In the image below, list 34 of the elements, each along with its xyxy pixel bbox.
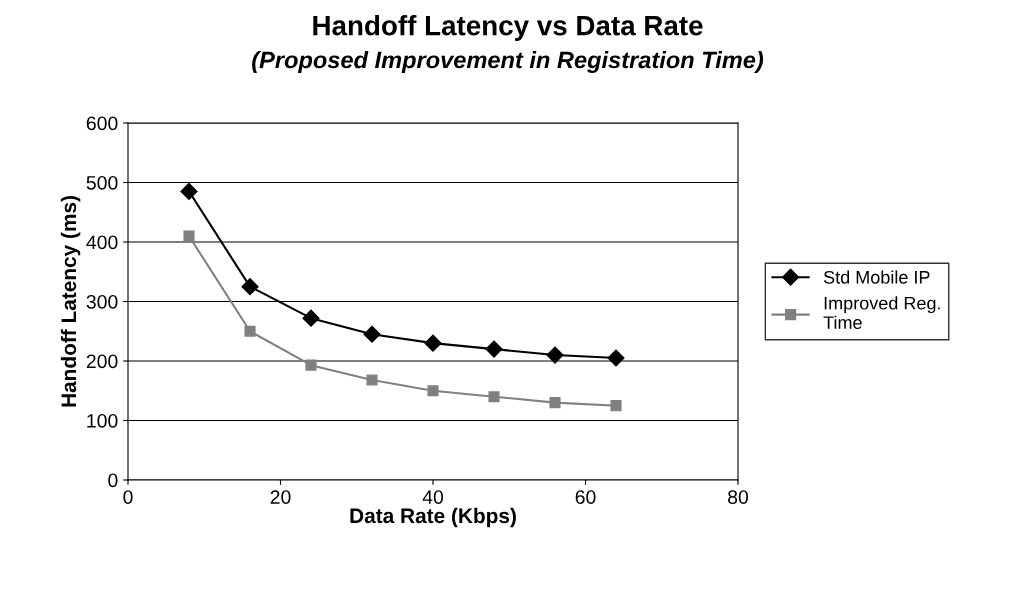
point (302, 309, 320, 327)
legend-label: Improved Reg. Time (823, 296, 940, 329)
chart-subtitle: (Proposed Improvement in Registration Time) (252, 51, 764, 73)
point (363, 325, 381, 343)
point (610, 400, 622, 412)
x-axis-title: Data Rate (Kbps) (350, 507, 516, 528)
x-tick-label: 40 (422, 490, 444, 504)
point (488, 391, 500, 403)
point (607, 349, 625, 367)
point (183, 230, 195, 242)
point (549, 397, 561, 409)
point (241, 278, 259, 296)
y-tick-label: 0 (108, 473, 118, 488)
point (485, 340, 503, 358)
point (180, 182, 198, 200)
x-tick-label: 20 (270, 490, 291, 504)
x-tick-label: 0 (123, 490, 133, 504)
point (244, 325, 256, 337)
y-tick-label: 200 (86, 354, 118, 369)
point (305, 359, 317, 371)
y-tick-label: 500 (86, 175, 118, 190)
y-tick-label: 100 (87, 413, 118, 428)
chart-title: Handoff Latency vs Data Rate (313, 15, 703, 41)
y-tick-label: 600 (86, 116, 118, 131)
y-tick-label: 300 (86, 294, 118, 309)
point (427, 385, 439, 397)
y-axis-title: Handoff Latency (ms) (60, 196, 81, 407)
x-tick-label: 80 (728, 490, 749, 504)
point (424, 334, 442, 352)
legend-label: Std Mobile IP (823, 270, 930, 284)
point (366, 374, 378, 386)
point (546, 346, 564, 364)
x-tick-label: 60 (575, 490, 596, 504)
y-tick-label: 400 (86, 235, 118, 250)
